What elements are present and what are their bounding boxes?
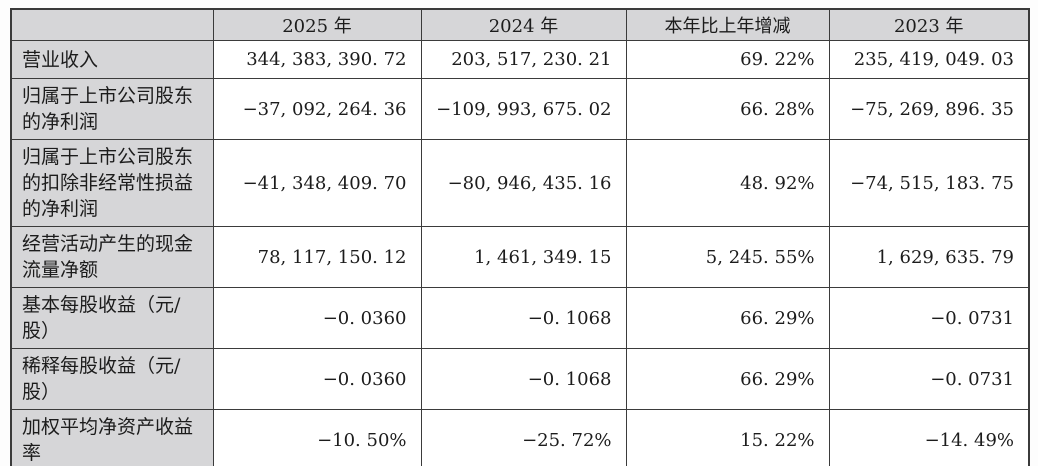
row-label: 加权平均净资产收益率 [10,409,214,466]
value-cell-2025: −41, 348, 409. 70 [212,139,422,227]
header-cell-2025: 2025 年 [212,8,422,41]
value-cell-yoy-change: 66. 29% [625,348,830,410]
value-cell-yoy-change: 48. 92% [625,139,830,227]
value-cell-2025: −0. 0360 [212,287,422,349]
financial-summary-table: 2025 年 2024 年 本年比上年增减 2023 年 营业收入 344, 3… [10,8,1030,466]
header-cell-yoy-change: 本年比上年增减 [625,8,830,41]
table-row-basic-eps: 基本每股收益（元/股） −0. 0360 −0. 1068 66. 29% −0… [10,287,1030,349]
table-row-weighted-avg-roe: 加权平均净资产收益率 −10. 50% −25. 72% 15. 22% −14… [10,409,1030,466]
value-cell-2024: −80, 946, 435. 16 [420,139,627,227]
value-cell-yoy-change: 66. 28% [625,78,830,140]
header-cell-2024: 2024 年 [420,8,627,41]
table-row-diluted-eps: 稀释每股收益（元/股） −0. 0360 −0. 1068 66. 29% −0… [10,348,1030,410]
value-cell-2023: −14. 49% [828,409,1030,466]
value-cell-2024: −0. 1068 [420,348,627,410]
row-label: 营业收入 [10,40,214,79]
value-cell-yoy-change: 15. 22% [625,409,830,466]
row-label: 经营活动产生的现金流量净额 [10,226,214,288]
row-label: 稀释每股收益（元/股） [10,348,214,410]
value-cell-2025: 78, 117, 150. 12 [212,226,422,288]
value-cell-yoy-change: 66. 29% [625,287,830,349]
value-cell-yoy-change: 5, 245. 55% [625,226,830,288]
row-label: 归属于上市公司股东的净利润 [10,78,214,140]
value-cell-2024: −25. 72% [420,409,627,466]
value-cell-2024: 1, 461, 349. 15 [420,226,627,288]
value-cell-2023: 235, 419, 049. 03 [828,40,1030,79]
row-label: 基本每股收益（元/股） [10,287,214,349]
header-cell-2023: 2023 年 [828,8,1030,41]
value-cell-2023: −0. 0731 [828,348,1030,410]
value-cell-2025: −37, 092, 264. 36 [212,78,422,140]
value-cell-2024: 203, 517, 230. 21 [420,40,627,79]
value-cell-2023: −75, 269, 896. 35 [828,78,1030,140]
table-row-net-profit-excl-nonrecurring: 归属于上市公司股东的扣除非经常性损益的净利润 −41, 348, 409. 70… [10,139,1030,227]
value-cell-2023: 1, 629, 635. 79 [828,226,1030,288]
value-cell-2024: −0. 1068 [420,287,627,349]
value-cell-2025: 344, 383, 390. 72 [212,40,422,79]
value-cell-2025: −0. 0360 [212,348,422,410]
value-cell-2025: −10. 50% [212,409,422,466]
table-row-net-profit: 归属于上市公司股东的净利润 −37, 092, 264. 36 −109, 99… [10,78,1030,140]
header-cell-metric [10,8,214,41]
header-row: 2025 年 2024 年 本年比上年增减 2023 年 [10,8,1030,41]
value-cell-2023: −0. 0731 [828,287,1030,349]
row-label: 归属于上市公司股东的扣除非经常性损益的净利润 [10,139,214,227]
table-row-operating-cash-flow: 经营活动产生的现金流量净额 78, 117, 150. 12 1, 461, 3… [10,226,1030,288]
value-cell-2024: −109, 993, 675. 02 [420,78,627,140]
value-cell-2023: −74, 515, 183. 75 [828,139,1030,227]
table-row-revenue: 营业收入 344, 383, 390. 72 203, 517, 230. 21… [10,40,1030,79]
value-cell-yoy-change: 69. 22% [625,40,830,79]
